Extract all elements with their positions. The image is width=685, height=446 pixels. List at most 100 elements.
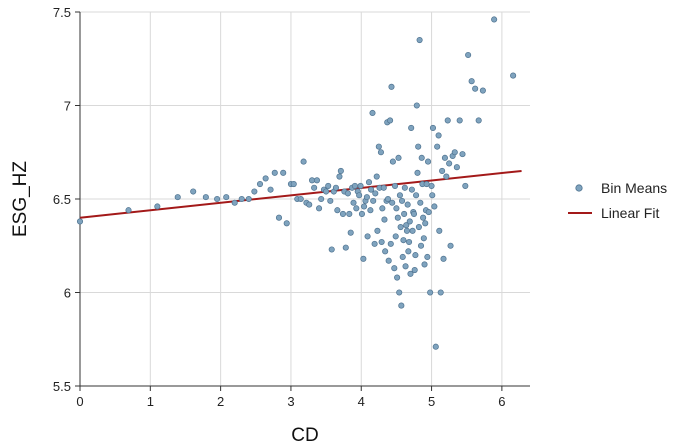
bin-means-point: [468, 78, 475, 85]
bin-means-point: [462, 182, 469, 189]
bin-means-point: [510, 72, 517, 79]
bin-means-point: [336, 173, 343, 180]
bin-means-point: [420, 235, 427, 242]
bin-means-point: [353, 205, 360, 212]
legend: Bin Means Linear Fit: [568, 180, 667, 221]
bin-means-point: [392, 233, 399, 240]
bin-means-point: [275, 214, 283, 221]
bin-means-point: [421, 261, 428, 268]
bin-means-point: [262, 175, 269, 182]
bin-means-point: [369, 109, 376, 117]
bin-means-point: [420, 214, 427, 221]
bin-means-point: [405, 248, 412, 255]
bin-means-point: [271, 169, 278, 176]
bin-means-point: [391, 182, 399, 189]
bin-means-point: [351, 182, 358, 189]
bin-means-point: [368, 186, 375, 193]
bin-means-point: [371, 240, 378, 247]
bin-means-point: [297, 195, 304, 203]
y-axis-ticks: 5.5 6 6.5 7 7.5: [53, 5, 80, 394]
bin-means-point: [382, 248, 389, 255]
bin-means-point: [339, 210, 347, 218]
bin-means-point: [398, 302, 405, 309]
bin-means-point: [395, 154, 402, 161]
bin-means-point: [361, 203, 368, 210]
bin-means-point: [408, 124, 415, 131]
x-tick-label: 1: [147, 394, 154, 409]
bin-means-point: [190, 188, 197, 195]
bin-means-point: [387, 240, 394, 247]
bin-means-point: [491, 16, 498, 23]
bin-means-point: [125, 207, 132, 214]
y-tick-label: 7.5: [53, 5, 71, 20]
bin-means-point: [300, 158, 307, 165]
bin-means-point: [401, 184, 408, 191]
bin-means-point: [428, 182, 435, 189]
bin-means-point: [435, 132, 442, 139]
bin-means-point: [358, 210, 366, 218]
bin-means-point: [375, 143, 382, 150]
bin-means-point: [356, 192, 363, 199]
bin-means-point: [416, 36, 423, 44]
bin-means-point: [245, 195, 252, 203]
bin-means-point: [311, 184, 318, 191]
bin-means-point: [437, 289, 444, 296]
bin-means-point: [465, 51, 472, 59]
bin-means-point: [413, 192, 420, 199]
bin-means-point: [410, 210, 418, 218]
bin-means-point: [384, 195, 392, 203]
bin-means-point: [373, 173, 380, 180]
bin-means-point: [393, 205, 400, 212]
bin-means-point: [406, 218, 413, 225]
bin-means-point: [399, 253, 406, 261]
bin-means-point: [472, 85, 479, 92]
bin-means-point: [447, 242, 454, 249]
bin-means-point: [439, 167, 446, 175]
bin-means-point: [280, 169, 287, 176]
bin-means-point: [231, 199, 238, 206]
x-tick-label: 3: [287, 394, 294, 409]
x-axis-title: CD: [291, 425, 318, 446]
bin-means-point: [409, 227, 416, 234]
bin-means-point: [394, 274, 401, 281]
bin-means-point: [412, 252, 419, 259]
bin-means-point: [202, 194, 209, 201]
bin-means-point: [408, 186, 415, 193]
bin-means-point: [283, 220, 290, 227]
bin-means-point: [479, 87, 486, 94]
bin-means-point: [411, 267, 418, 274]
bin-means-point: [374, 227, 381, 234]
bin-means-point: [367, 207, 374, 214]
bin-means-point: [306, 201, 313, 208]
bin-means-point: [431, 203, 438, 210]
bin-means-point: [391, 265, 398, 272]
bin-means-point: [316, 205, 323, 212]
bin-means-point: [475, 117, 482, 124]
bin-means-point: [387, 117, 394, 124]
bin-means-point: [251, 188, 258, 195]
bin-means-point: [388, 83, 395, 90]
bin-means-point: [214, 195, 221, 203]
bin-means-point: [313, 177, 321, 184]
x-axis-ticks: 0 1 2 3 4 5 6: [76, 386, 505, 409]
bin-means-point: [424, 158, 432, 165]
bin-means-point: [436, 227, 443, 234]
y-tick-label: 6.5: [53, 192, 71, 207]
bin-means-point: [417, 242, 425, 249]
bin-means-point: [413, 102, 420, 109]
bin-means-series: [76, 16, 517, 350]
bin-means-point: [290, 180, 297, 188]
bin-means-point: [174, 194, 181, 201]
legend-label-linear-fit: Linear Fit: [601, 205, 659, 221]
bin-means-point: [370, 197, 377, 204]
bin-means-point: [402, 263, 409, 270]
bin-means-point: [434, 143, 441, 150]
bin-means-point: [364, 233, 371, 240]
bin-means-point: [256, 180, 264, 188]
legend-label-bin-means: Bin Means: [601, 180, 667, 196]
bin-means-point: [332, 184, 339, 191]
bin-means-point: [357, 182, 364, 189]
y-tick-label: 7: [64, 99, 71, 114]
bin-means-point: [459, 151, 466, 158]
